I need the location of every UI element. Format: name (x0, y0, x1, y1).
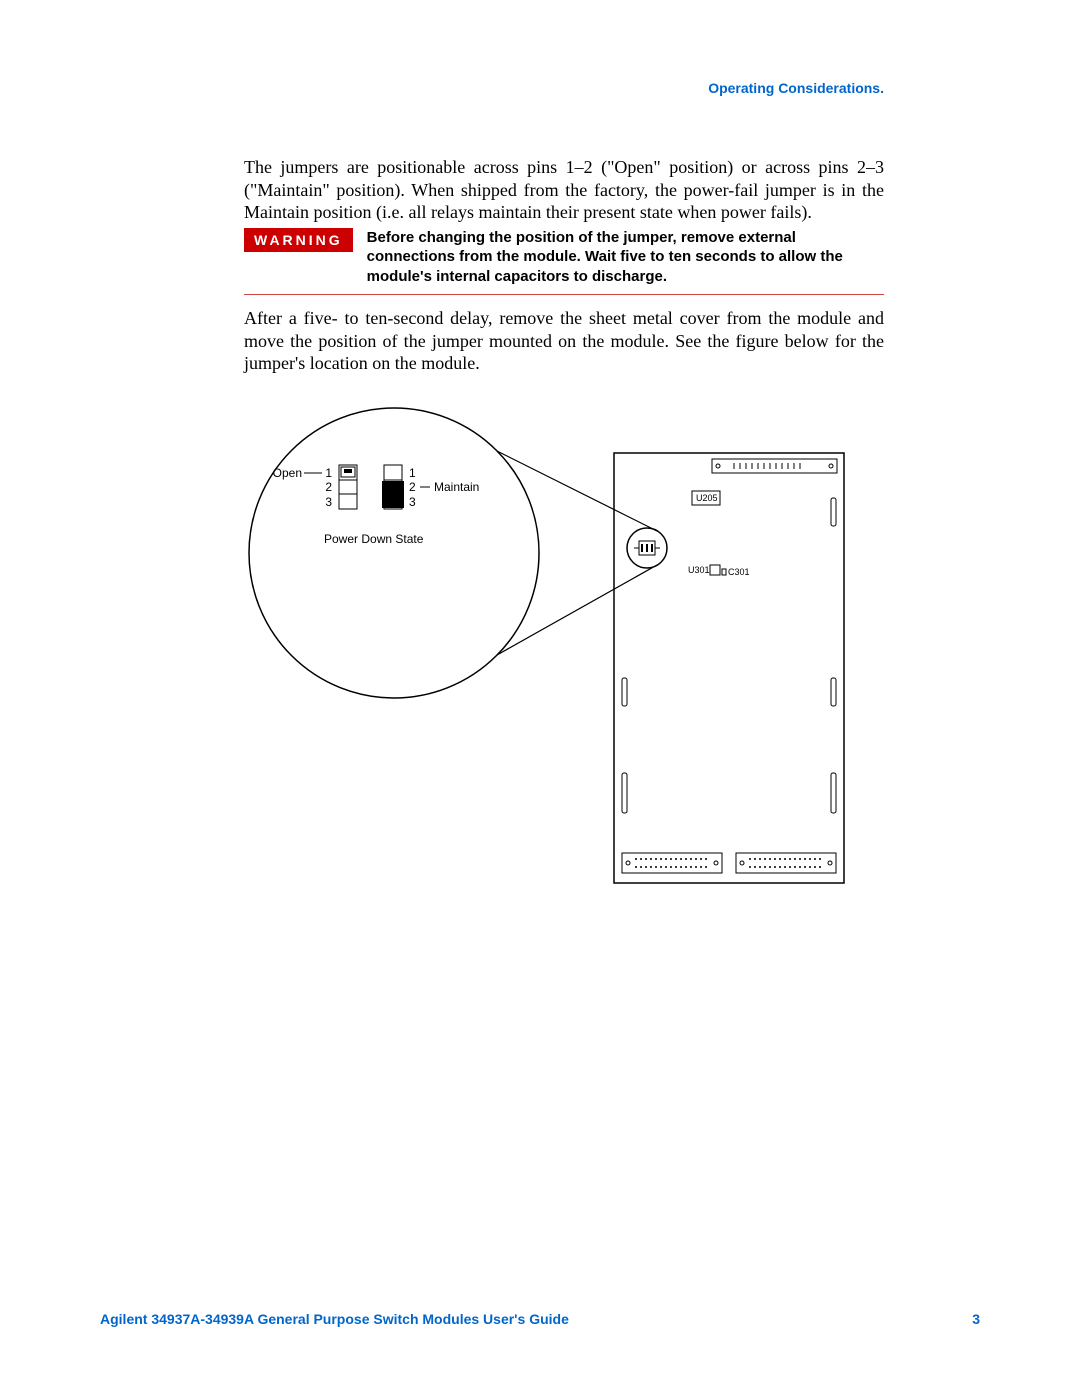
pin-3-left: 3 (325, 495, 332, 509)
u301-label: U301 (688, 565, 710, 575)
footer-page-number: 3 (972, 1311, 980, 1327)
pin-1-left: 1 (325, 466, 332, 480)
paragraph-2: After a five- to ten-second delay, remov… (244, 307, 884, 375)
page-content: Operating Considerations. The jumpers ar… (244, 80, 884, 913)
page-footer: Agilent 34937A-34939A General Purpose Sw… (100, 1311, 980, 1327)
u205-label: U205 (696, 493, 718, 503)
jumper-figure: 1 2 3 Open 1 2 3 Maintain Power Down Sta… (244, 393, 884, 913)
warning-text: Before changing the position of the jump… (367, 228, 884, 287)
paragraph-1: The jumpers are positionable across pins… (244, 156, 884, 224)
footer-doc-title: Agilent 34937A-34939A General Purpose Sw… (100, 1311, 569, 1327)
warning-block: WARNING Before changing the position of … (244, 228, 884, 296)
module-board: U205 U301 C301 (614, 453, 844, 883)
open-label: Open (273, 466, 302, 480)
zoom-caption: Power Down State (324, 532, 424, 546)
pin-1-right: 1 (409, 466, 416, 480)
pin-2-left: 2 (325, 480, 332, 494)
c301-label: C301 (728, 567, 750, 577)
section-header: Operating Considerations. (244, 80, 884, 96)
maintain-label: Maintain (434, 480, 479, 494)
warning-badge: WARNING (244, 228, 353, 252)
pin-2-right: 2 (409, 480, 416, 494)
zoom-circle (249, 408, 539, 698)
pin-3-right: 3 (409, 495, 416, 509)
